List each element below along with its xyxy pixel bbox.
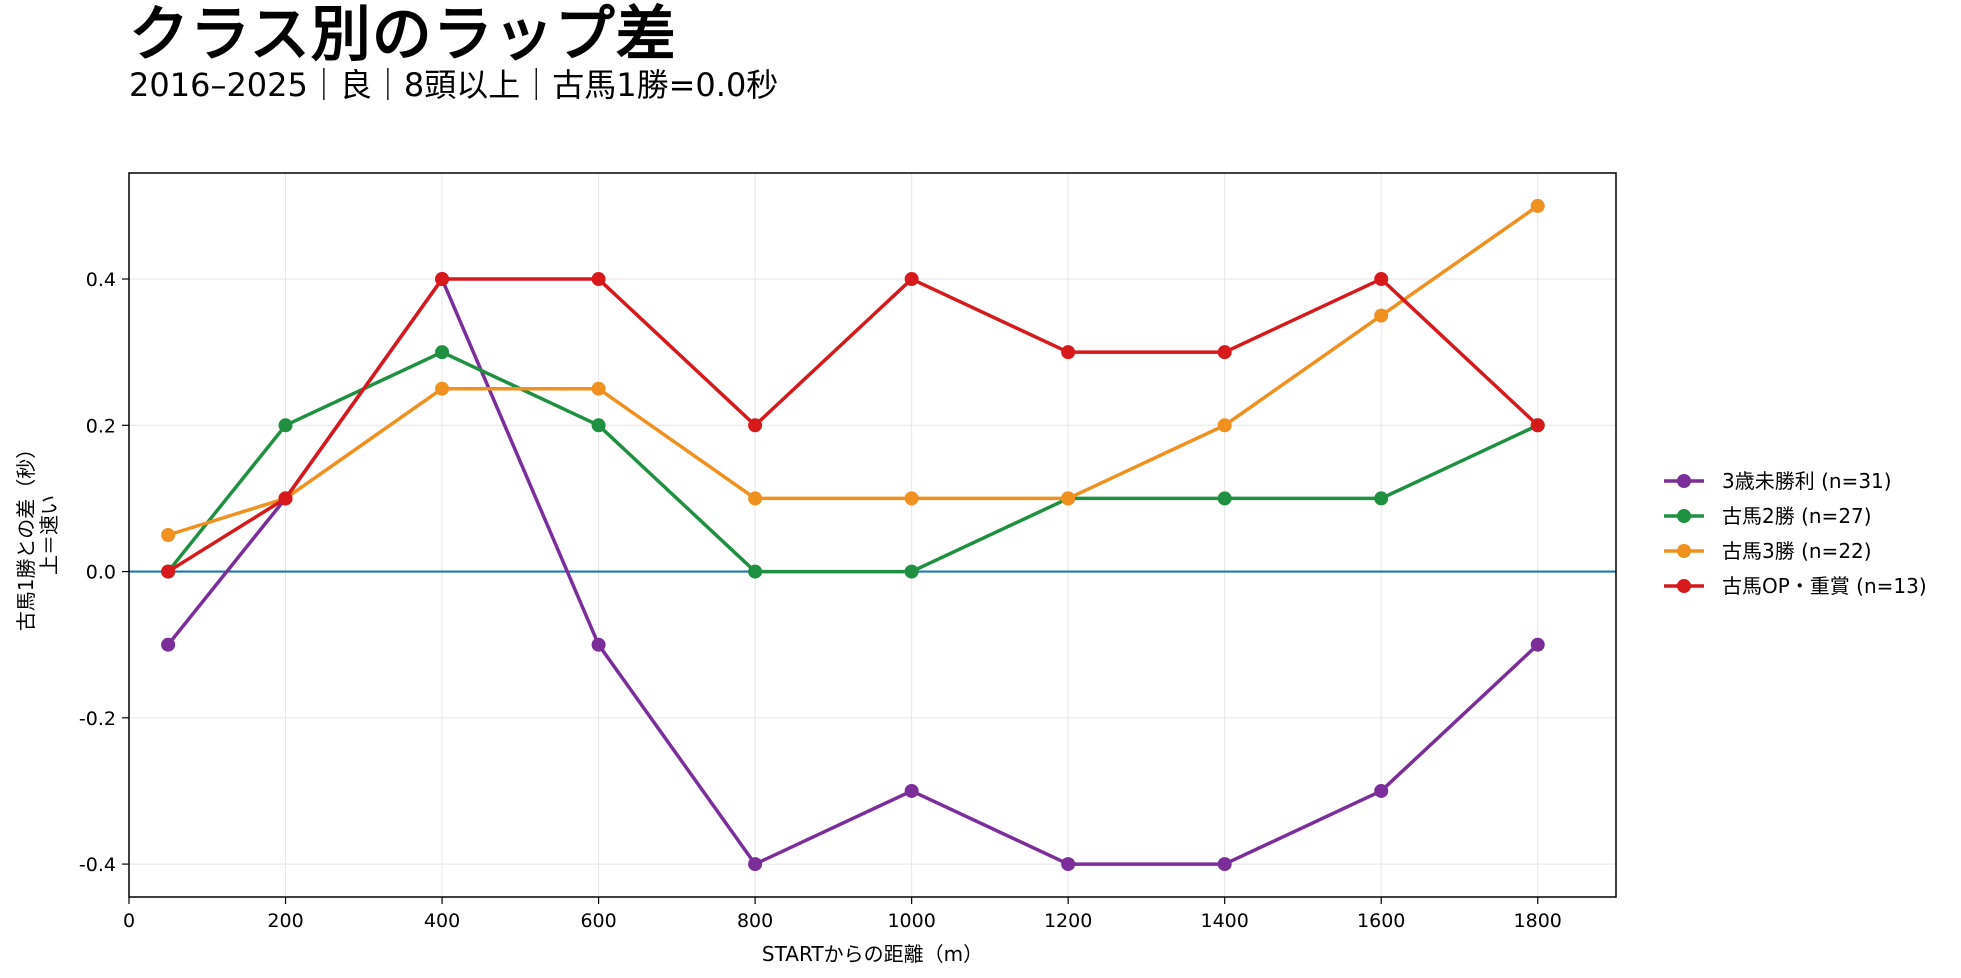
data-point (1530, 418, 1545, 433)
data-point (591, 637, 606, 652)
y-tick-label: -0.4 (79, 854, 116, 876)
legend-marker (1677, 474, 1691, 488)
x-tick-label: 800 (737, 910, 773, 932)
axis-ticks: 0 200 400 600 800 1000 1200 1400 1600 1800 -0.4 -0.… (79, 269, 1562, 932)
data-point (1217, 418, 1232, 433)
data-point (1061, 491, 1076, 506)
plot-frame (128, 172, 1617, 898)
series-layer (161, 198, 1545, 872)
legend-item: 古馬OP・重賞 (n=13) (1664, 574, 1927, 598)
x-tick-label: 1600 (1357, 910, 1405, 932)
data-point (1374, 272, 1389, 287)
x-tick-label: 1400 (1201, 910, 1249, 932)
x-tick-label: 600 (580, 910, 616, 932)
data-point (1061, 857, 1076, 872)
data-point (1374, 783, 1389, 798)
data-point (904, 272, 919, 287)
data-point (278, 418, 293, 433)
legend-marker (1677, 509, 1691, 523)
data-point (904, 783, 919, 798)
data-point (748, 418, 763, 433)
legend-marker (1677, 544, 1691, 558)
grid-lines (128, 173, 1616, 897)
legend-label: 古馬2勝 (n=27) (1722, 504, 1872, 528)
series-line (166, 277, 1540, 574)
data-point (1061, 345, 1076, 360)
x-tick-label: 1800 (1514, 910, 1562, 932)
data-point (904, 491, 919, 506)
legend-marker (1677, 579, 1691, 593)
x-tick-label: 0 (123, 910, 135, 932)
series-line (166, 204, 1540, 537)
legend-item: 古馬3勝 (n=22) (1664, 539, 1872, 563)
data-point (161, 528, 176, 542)
legend-label: 3歳未勝利 (n=31) (1722, 469, 1892, 493)
x-tick-label: 1200 (1044, 910, 1092, 932)
data-point (748, 491, 763, 506)
data-point (1374, 308, 1389, 323)
chart-title: クラス別のラップ差 (129, 0, 677, 70)
x-tick-label: 1000 (887, 910, 935, 932)
data-point (1374, 491, 1389, 506)
data-point (591, 418, 606, 433)
legend-item: 古馬2勝 (n=27) (1664, 504, 1872, 528)
y-tick-label: 0.4 (86, 269, 116, 291)
x-axis-label: STARTからの距離（m） (762, 942, 983, 966)
x-tick-label: 200 (267, 910, 303, 932)
legend-label: 古馬3勝 (n=22) (1722, 539, 1872, 563)
data-point (591, 272, 606, 287)
data-point (435, 272, 450, 287)
y-tick-label: 0.0 (86, 562, 116, 584)
series-2 (161, 198, 1545, 542)
data-point (1217, 491, 1232, 506)
data-point (435, 345, 450, 360)
y-axis-label-secondary: 上＝速い (37, 495, 61, 575)
y-axis-label: 古馬1勝との差（秒） (14, 439, 38, 632)
data-point (904, 564, 919, 579)
legend-item: 3歳未勝利 (n=31) (1664, 469, 1892, 493)
data-point (1530, 198, 1545, 213)
data-point (161, 637, 176, 652)
data-point (748, 564, 763, 579)
data-point (1530, 637, 1545, 652)
data-point (591, 381, 606, 396)
y-tick-label: -0.2 (79, 708, 116, 730)
data-point (161, 564, 176, 579)
legend: 3歳未勝利 (n=31) 古馬2勝 (n=27) 古馬3勝 (n=22) 古馬OP・重… (1664, 469, 1927, 598)
series-3 (161, 272, 1545, 579)
x-tick-label: 400 (424, 910, 460, 932)
data-point (748, 857, 763, 872)
data-point (435, 381, 450, 396)
data-point (1217, 345, 1232, 360)
y-tick-label: 0.2 (86, 415, 116, 437)
data-point (278, 491, 293, 506)
chart-subtitle: 2016–2025｜良｜8頭以上｜古馬1勝=0.0秒 (129, 66, 779, 104)
legend-label: 古馬OP・重賞 (n=13) (1722, 574, 1927, 598)
series-line (166, 350, 1540, 574)
data-point (1217, 857, 1232, 872)
